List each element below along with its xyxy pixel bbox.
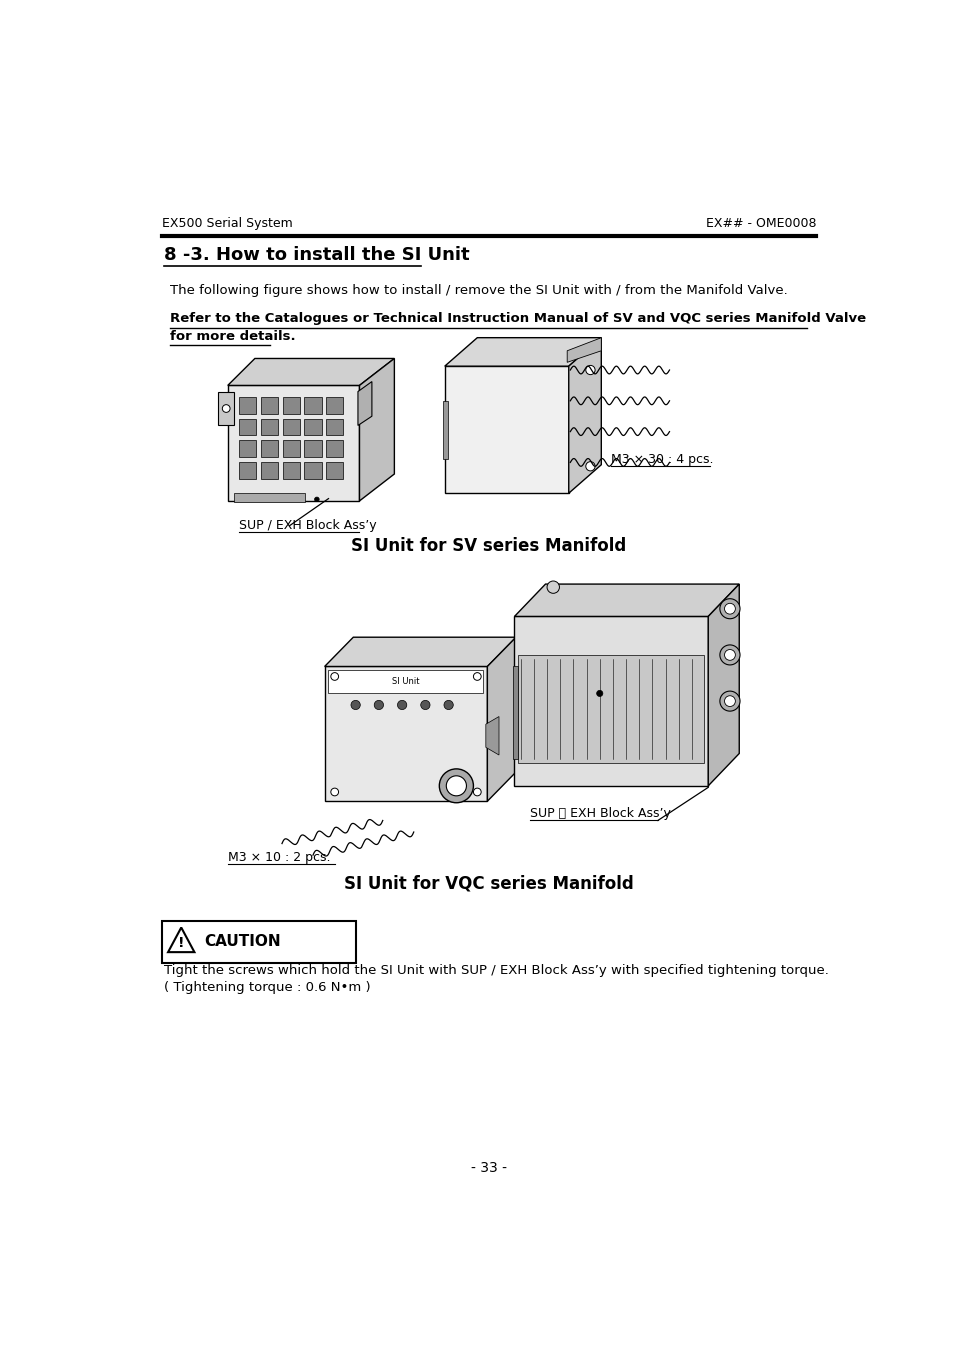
Polygon shape [326,419,343,435]
Polygon shape [218,392,233,426]
Circle shape [720,598,740,619]
Polygon shape [326,440,343,457]
Polygon shape [517,655,703,763]
Text: M3 × 30 : 4 pcs.: M3 × 30 : 4 pcs. [611,454,713,466]
Circle shape [420,700,430,709]
Polygon shape [304,462,321,478]
Text: EX500 Serial System: EX500 Serial System [162,218,293,230]
Polygon shape [324,638,516,666]
Text: SUP ／ EXH Block Ass’y: SUP ／ EXH Block Ass’y [530,808,670,820]
Circle shape [723,604,735,615]
Circle shape [720,644,740,665]
Polygon shape [568,338,600,493]
Circle shape [585,462,595,471]
Polygon shape [282,419,299,435]
Circle shape [720,692,740,711]
Text: Refer to the Catalogues or Technical Instruction Manual of SV and VQC series Man: Refer to the Catalogues or Technical Ins… [170,312,864,326]
Polygon shape [567,338,600,362]
Circle shape [723,696,735,707]
Polygon shape [328,670,483,693]
Text: for more details.: for more details. [170,330,294,343]
Text: SI Unit for SV series Manifold: SI Unit for SV series Manifold [351,536,626,555]
Polygon shape [282,397,299,413]
Polygon shape [444,366,568,493]
Polygon shape [261,397,278,413]
Polygon shape [228,358,394,385]
Circle shape [331,673,338,681]
Polygon shape [359,358,394,501]
Polygon shape [326,397,343,413]
Polygon shape [282,462,299,478]
Circle shape [439,769,473,802]
Circle shape [222,405,230,412]
Text: ( Tightening torque : 0.6 N•m ): ( Tightening torque : 0.6 N•m ) [164,981,371,994]
Polygon shape [168,928,194,952]
Polygon shape [485,716,498,755]
Polygon shape [513,666,517,759]
Text: SI Unit for VQC series Manifold: SI Unit for VQC series Manifold [344,874,633,892]
Text: !: ! [178,936,184,950]
Circle shape [473,788,480,796]
Circle shape [374,700,383,709]
Polygon shape [514,584,739,616]
Text: SUP / EXH Block Ass’y: SUP / EXH Block Ass’y [239,519,376,532]
Text: 8 -3. How to install the SI Unit: 8 -3. How to install the SI Unit [164,246,469,263]
Polygon shape [239,440,256,457]
Polygon shape [282,440,299,457]
Polygon shape [707,584,739,786]
Polygon shape [228,385,359,501]
FancyBboxPatch shape [162,920,355,963]
Text: - 33 -: - 33 - [471,1161,506,1174]
Circle shape [351,700,360,709]
Polygon shape [326,462,343,478]
Circle shape [443,700,453,709]
Polygon shape [357,381,372,426]
Circle shape [585,365,595,374]
Polygon shape [239,419,256,435]
Text: EX## - OME0008: EX## - OME0008 [705,218,816,230]
Circle shape [397,700,406,709]
Polygon shape [261,440,278,457]
Circle shape [446,775,466,796]
Circle shape [314,497,319,501]
Polygon shape [443,401,447,458]
Circle shape [596,690,602,697]
Text: CAUTION: CAUTION [204,934,281,948]
Circle shape [473,673,480,681]
Polygon shape [261,419,278,435]
Text: Tight the screws which hold the SI Unit with SUP / EXH Block Ass’y with specifie: Tight the screws which hold the SI Unit … [164,963,828,977]
Polygon shape [239,462,256,478]
Polygon shape [233,493,305,503]
Circle shape [546,581,558,593]
Polygon shape [514,616,707,786]
Polygon shape [487,638,516,801]
Polygon shape [304,419,321,435]
Text: M3 × 10 : 2 pcs.: M3 × 10 : 2 pcs. [228,851,330,865]
Polygon shape [239,397,256,413]
Text: SI Unit: SI Unit [392,677,419,686]
Polygon shape [304,397,321,413]
Text: The following figure shows how to install / remove the SI Unit with / from the M: The following figure shows how to instal… [170,284,786,297]
Circle shape [331,788,338,796]
Polygon shape [324,666,487,801]
Polygon shape [261,462,278,478]
Circle shape [723,650,735,661]
Polygon shape [304,440,321,457]
Polygon shape [444,338,600,366]
